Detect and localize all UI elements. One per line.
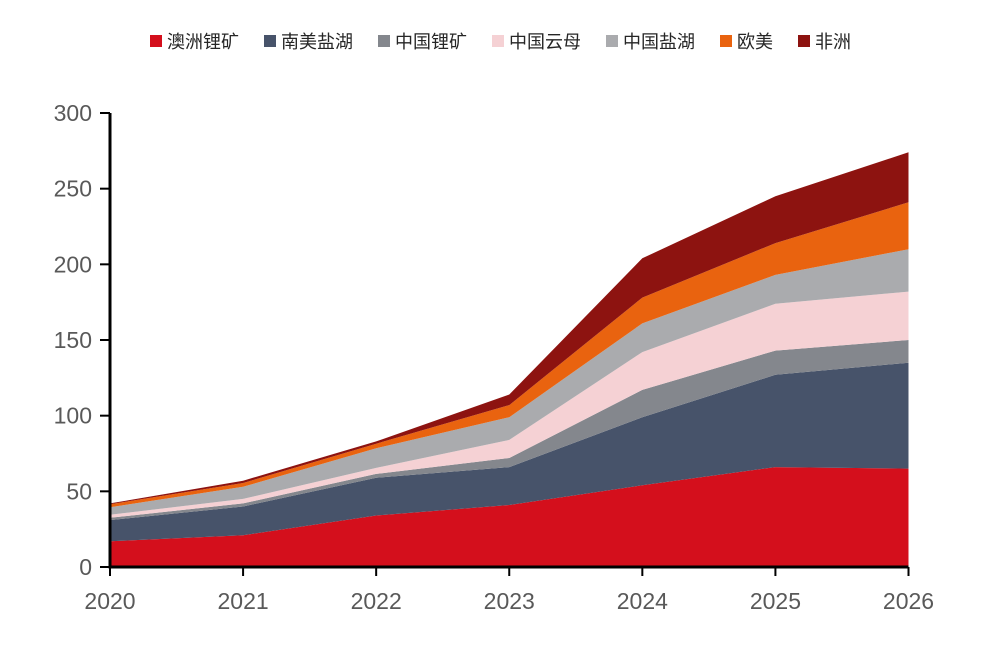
area-series-1 [110,362,909,542]
legend-swatch-icon [606,35,618,47]
legend-label: 南美盐湖 [281,32,353,52]
legend-label: 澳洲锂矿 [167,32,239,52]
legend-swatch-icon [492,35,504,47]
area-series-4 [110,249,909,515]
legend-item-3: 中国云母 [492,28,581,54]
x-tick-label: 2026 [883,588,934,614]
legend-item-4: 中国盐湖 [606,28,695,54]
x-tick-label: 2020 [84,588,135,614]
area-series-2 [110,340,909,521]
x-tick-label: 2022 [351,588,402,614]
legend-swatch-icon [264,35,276,47]
area-series-3 [110,291,909,518]
legend-label: 非洲 [815,32,851,52]
chart-legend: 澳洲锂矿 南美盐湖 中国锂矿 中国云母 中国盐湖 欧美 非洲 [0,28,1001,54]
legend-swatch-icon [798,35,810,47]
x-tick-label: 2025 [750,588,801,614]
legend-label: 欧美 [737,32,773,52]
x-tick-label: 2024 [617,588,668,614]
area-series-0 [110,467,909,567]
y-tick-label: 150 [54,327,92,353]
legend-item-0: 澳洲锂矿 [150,28,239,54]
x-tick-label: 2021 [217,588,268,614]
legend-item-2: 中国锂矿 [378,28,467,54]
legend-label: 中国云母 [509,32,581,52]
legend-swatch-icon [720,35,732,47]
area-series-6 [110,152,909,505]
y-tick-label: 0 [79,554,92,580]
legend-label: 中国盐湖 [623,32,695,52]
y-tick-label: 100 [54,403,92,429]
legend-item-6: 非洲 [798,28,851,54]
legend-swatch-icon [150,35,162,47]
legend-label: 中国锂矿 [395,32,467,52]
legend-swatch-icon [378,35,390,47]
y-tick-label: 50 [66,478,92,504]
legend-item-1: 南美盐湖 [264,28,353,54]
y-tick-label: 200 [54,251,92,277]
y-tick-label: 250 [54,176,92,202]
legend-item-5: 欧美 [720,28,773,54]
area-series-5 [110,202,909,508]
y-tick-label: 300 [54,100,92,126]
x-tick-label: 2023 [484,588,535,614]
